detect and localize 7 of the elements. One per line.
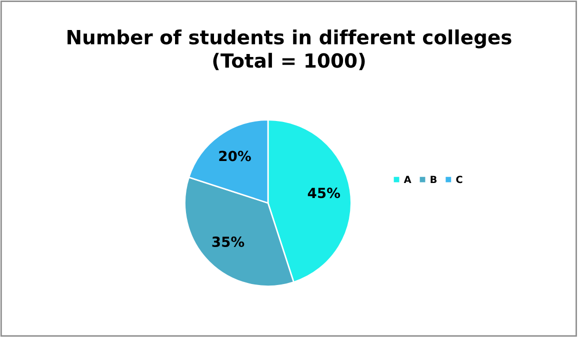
- data-label: 45%: [308, 188, 340, 198]
- legend-label: B: [430, 176, 437, 183]
- data-label: 20%: [219, 150, 251, 162]
- chart-title: Number of students in different colleges (Total = 1000): [68, 29, 512, 70]
- data-label: 35%: [212, 236, 244, 248]
- legend-label: C: [456, 176, 462, 184]
- legend-label: A: [404, 176, 412, 183]
